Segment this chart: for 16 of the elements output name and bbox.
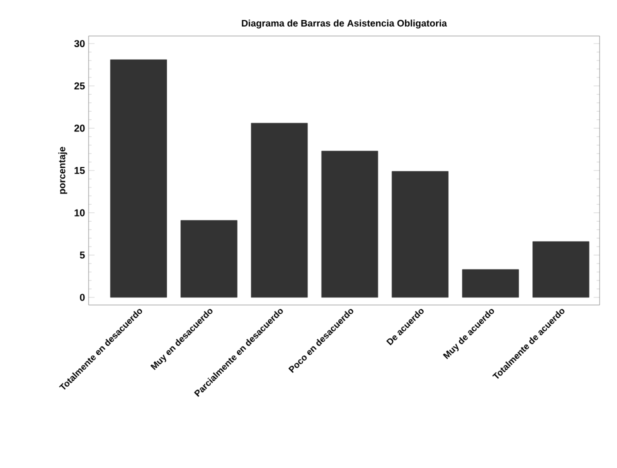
bar	[180, 220, 238, 298]
bar	[321, 150, 378, 298]
y-tick-label: 25	[74, 82, 85, 90]
y-tick-label: 0	[80, 294, 85, 301]
y-tick-label: 20	[74, 124, 85, 132]
bar	[462, 269, 519, 298]
bar	[110, 59, 167, 298]
y-tick-label: 10	[74, 209, 85, 216]
y-axis-title: porcentaje	[58, 146, 68, 194]
bar	[532, 241, 590, 298]
y-tick-label: 30	[74, 40, 85, 48]
y-tick-label: 15	[74, 167, 85, 174]
bar	[250, 122, 308, 298]
bar	[392, 171, 448, 298]
chart-title: Diagrama de Barras de Asistencia Obligatoria	[242, 20, 447, 28]
y-tick-label: 5	[80, 252, 85, 259]
